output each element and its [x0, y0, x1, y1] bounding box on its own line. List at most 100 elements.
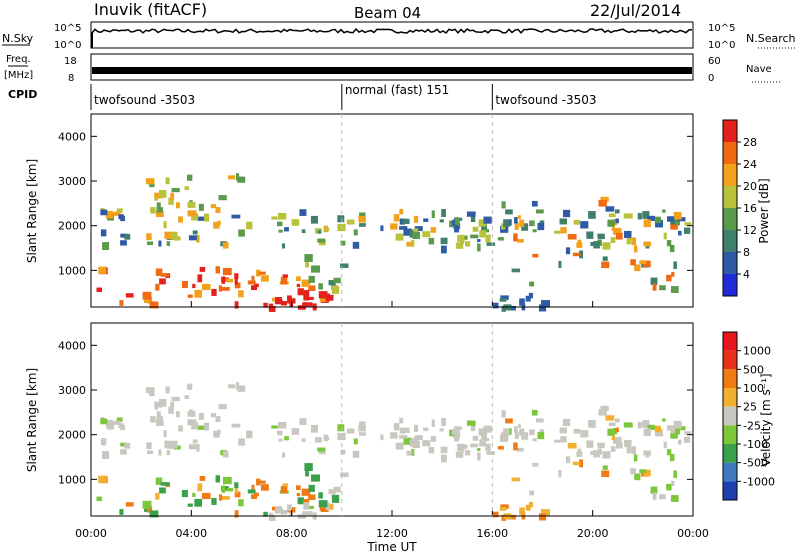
power-cell	[601, 261, 610, 269]
power-cell	[170, 231, 178, 240]
power-cell	[158, 189, 167, 198]
velocity-cell	[451, 428, 457, 435]
velocity-cell	[118, 423, 124, 429]
power-cell	[124, 233, 131, 240]
velocity-cell	[554, 439, 561, 443]
velocity-cell	[175, 411, 180, 418]
velocity-cell	[601, 470, 610, 478]
colorbar-swatch	[723, 332, 737, 351]
power-cell	[181, 281, 188, 289]
power-cell	[187, 210, 197, 217]
power-cell	[228, 175, 236, 180]
power-cell	[535, 209, 544, 214]
freq-tick-top: 18	[64, 56, 77, 67]
power-cell	[235, 173, 240, 181]
velocity-cell	[337, 424, 345, 432]
colorbar-tick-label: 20	[743, 180, 757, 193]
velocity-cell	[670, 433, 678, 439]
velocity-cell	[192, 439, 198, 444]
power-cell	[539, 220, 545, 224]
colorbar-swatch	[723, 369, 737, 388]
velocity-cell	[639, 469, 647, 474]
power-colorbar-label: Power [dB]	[757, 178, 771, 243]
velocity-cell	[304, 463, 313, 471]
cpid-label: CPID	[8, 88, 37, 101]
velocity-cell	[414, 435, 423, 441]
velocity-cell	[634, 473, 641, 481]
power-cell	[197, 216, 205, 221]
power-cell	[529, 281, 535, 287]
velocity-cell	[143, 508, 150, 512]
velocity-cell	[514, 426, 518, 433]
power-cell	[593, 241, 600, 249]
velocity-cell	[317, 439, 321, 443]
velocity-cell	[477, 448, 481, 452]
velocity-cell	[642, 420, 650, 428]
velocity-cell	[610, 446, 616, 452]
velocity-cell	[643, 469, 651, 477]
velocity-cell	[508, 514, 516, 520]
power-cell	[499, 297, 507, 302]
power-cell	[328, 280, 336, 286]
power-cell	[251, 285, 258, 291]
power-cell	[517, 215, 521, 219]
colorbar-tick-label: -500	[743, 457, 768, 470]
velocity-cell	[113, 420, 121, 425]
velocity-cell	[626, 446, 632, 454]
velocity-cell	[296, 492, 301, 497]
power-cell	[184, 186, 190, 190]
velocity-cell	[156, 416, 163, 422]
velocity-cell	[607, 428, 615, 436]
power-cell	[666, 240, 672, 247]
colorbar-swatch	[723, 444, 737, 463]
velocity-cell	[485, 443, 491, 452]
colorbar-swatch	[723, 406, 737, 426]
velocity-cell	[222, 451, 229, 458]
colorbar-swatch	[723, 350, 737, 370]
velocity-cell	[218, 494, 223, 501]
xaxis-label: Time UT	[366, 540, 417, 554]
velocity-cell	[517, 424, 521, 428]
velocity-cell	[422, 440, 431, 447]
velocity-cell	[659, 494, 666, 500]
power-cell	[541, 300, 550, 307]
power-cell	[246, 221, 253, 230]
velocity-cell	[308, 505, 314, 509]
velocity-cell	[318, 492, 323, 499]
velocity-cell	[565, 456, 571, 464]
nsearch-label: N.Search	[746, 32, 796, 45]
power-cell	[118, 214, 124, 220]
colorbar-swatch	[723, 481, 737, 500]
velocity-cell	[301, 488, 311, 496]
velocity-cell	[119, 509, 124, 515]
xtick-label: 20:00	[577, 527, 609, 540]
freq-label: Freq.	[6, 54, 31, 65]
power-cell	[608, 213, 616, 218]
power-cell	[280, 276, 288, 285]
ytick-label: 1000	[58, 473, 86, 486]
power-cell	[324, 227, 330, 232]
power-cell	[199, 266, 206, 272]
velocity-cell	[666, 449, 672, 456]
velocity-cell	[282, 483, 289, 487]
power-cell	[508, 305, 516, 311]
beam-title: Beam 04	[354, 4, 421, 22]
power-cell	[147, 297, 153, 304]
velocity-cell	[511, 477, 521, 482]
velocity-cell	[559, 427, 567, 434]
velocity-cell	[413, 437, 419, 442]
velocity-cell	[328, 489, 336, 495]
velocity-cell	[567, 442, 577, 449]
velocity-cell	[497, 446, 504, 450]
power-cell	[529, 220, 535, 227]
velocity-cell	[142, 500, 152, 509]
velocity-cell	[393, 423, 400, 431]
power-cell	[562, 209, 571, 218]
power-cell	[481, 223, 487, 232]
velocity-cell	[600, 405, 609, 411]
velocity-cell	[588, 419, 596, 428]
power-cell	[197, 274, 203, 283]
power-cell	[472, 226, 479, 232]
power-cell	[247, 280, 256, 285]
